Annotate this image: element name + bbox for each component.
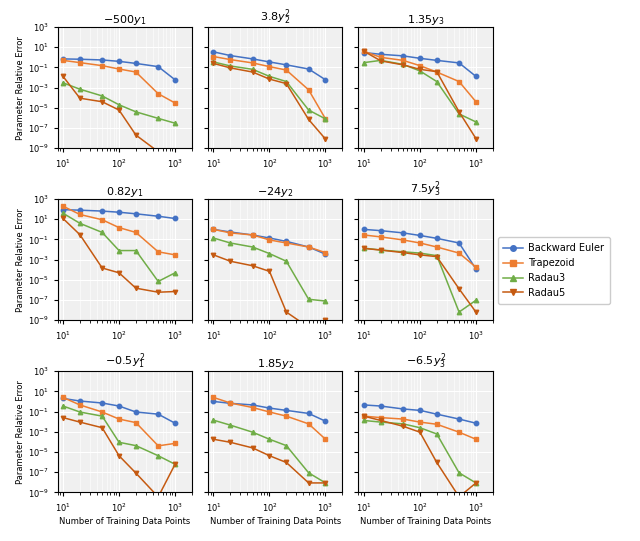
Title: $-6.5y_3^2$: $-6.5y_3^2$	[406, 352, 445, 371]
Title: $1.35y_3$: $1.35y_3$	[407, 13, 444, 27]
Title: $-24y_2$: $-24y_2$	[257, 185, 293, 199]
Title: $1.85y_2$: $1.85y_2$	[257, 357, 294, 371]
X-axis label: Number of Training Data Points: Number of Training Data Points	[360, 517, 492, 525]
Y-axis label: Parameter Relative Error: Parameter Relative Error	[16, 208, 25, 312]
Title: $0.82y_1$: $0.82y_1$	[106, 185, 143, 199]
Title: $-0.5y_1^2$: $-0.5y_1^2$	[105, 352, 145, 371]
Legend: Backward Euler, Trapezoid, Radau3, Radau5: Backward Euler, Trapezoid, Radau3, Radau…	[498, 237, 610, 304]
Y-axis label: Parameter Relative Error: Parameter Relative Error	[16, 36, 25, 140]
Title: $-500y_1$: $-500y_1$	[103, 13, 147, 27]
Title: $7.5y_3^2$: $7.5y_3^2$	[410, 180, 441, 199]
Y-axis label: Parameter Relative Error: Parameter Relative Error	[16, 380, 25, 484]
Title: $3.8y_2^2$: $3.8y_2^2$	[260, 8, 291, 27]
X-axis label: Number of Training Data Points: Number of Training Data Points	[59, 517, 190, 525]
X-axis label: Number of Training Data Points: Number of Training Data Points	[209, 517, 341, 525]
